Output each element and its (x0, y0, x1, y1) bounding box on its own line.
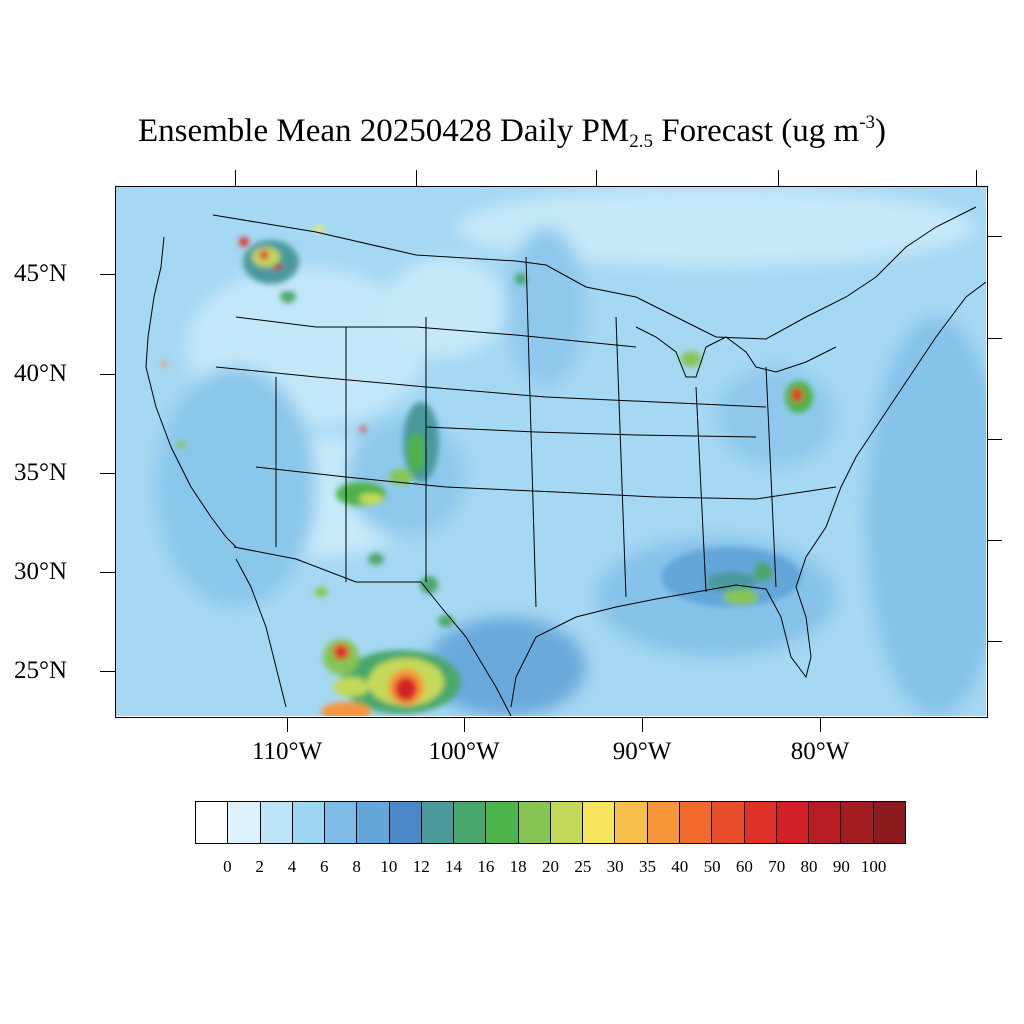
lat-label-30: 30°N (14, 558, 68, 585)
colorbar-label: 2 (255, 857, 264, 876)
tick-bottom-90 (642, 718, 643, 732)
pm25-map (116, 187, 986, 716)
colorbar-swatch (712, 802, 745, 843)
map-panel (115, 186, 988, 718)
colorbar-swatch (744, 802, 777, 843)
title-subscript: 2.5 (629, 131, 653, 152)
tick-left-35 (100, 473, 115, 474)
title-superscript: -3 (859, 112, 876, 133)
colorbar-swatch (357, 802, 390, 843)
colorbar-swatch (260, 802, 293, 843)
colorbar-swatch (454, 802, 487, 843)
baja (235, 558, 287, 708)
tick-right-2 (988, 338, 1002, 339)
state-line-1 (235, 316, 637, 348)
colorbar-swatch (615, 802, 648, 843)
colorbar-swatch (325, 802, 358, 843)
lat-label-35: 35°N (14, 459, 68, 486)
coastlines-and-borders (145, 206, 986, 716)
colorbar-swatch (518, 802, 551, 843)
lon-label-100: 100°W (428, 738, 500, 765)
title-after: Forecast (ug m (653, 113, 860, 149)
lat-label-40: 40°N (14, 360, 68, 387)
colorbar-label: 100 (860, 857, 887, 876)
colorbar-label: 14 (445, 857, 463, 876)
colorbar-swatch (679, 802, 713, 843)
colorbar-label: 8 (352, 857, 361, 876)
lat-label-25: 25°N (14, 657, 68, 684)
colorbar-label: 20 (542, 857, 559, 876)
colorbar-swatch (647, 802, 680, 843)
colorbar-swatch (776, 802, 810, 843)
colorbar-swatch (389, 802, 422, 843)
colorbar-swatch (550, 802, 584, 843)
tick-left-30 (100, 572, 115, 573)
colorbar-label: 60 (735, 857, 753, 876)
state-line-10 (765, 366, 777, 588)
tick-bottom-80 (820, 718, 821, 732)
lat-label-45: 45°N (14, 260, 68, 287)
colorbar-swatch (486, 802, 519, 843)
tick-top-2 (416, 170, 417, 186)
lon-label-80: 80°W (790, 738, 850, 765)
colorbar-label: 40 (671, 857, 689, 876)
tick-top-5 (976, 170, 977, 186)
state-line-9 (695, 386, 707, 593)
title-main: Ensemble Mean 20250428 Daily PM (137, 113, 630, 149)
colorbar (195, 801, 906, 844)
tick-top-3 (596, 170, 597, 186)
tick-right-5 (988, 641, 1002, 642)
colorbar-swatch (809, 802, 842, 843)
tick-left-40 (100, 374, 115, 375)
state-line-8 (615, 316, 627, 598)
colorbar-swatch (228, 802, 261, 843)
colorbar-label: 50 (703, 857, 721, 876)
tick-left-45 (100, 274, 115, 275)
great-lakes (635, 326, 837, 378)
colorbar-label: 10 (380, 857, 398, 876)
state-line-11 (425, 426, 757, 438)
colorbar-label: 12 (412, 857, 430, 876)
colorbar-label: 25 (574, 857, 592, 876)
colorbar-label: 35 (638, 857, 656, 876)
map-title: Ensemble Mean 20250428 Daily PM2.5 Forec… (0, 112, 1024, 153)
west-coast (145, 236, 237, 548)
colorbar-label: 70 (768, 857, 786, 876)
title-close: ) (875, 113, 887, 149)
tick-top-4 (778, 170, 779, 186)
colorbar-swatch (421, 802, 455, 843)
colorbar-label: 18 (509, 857, 527, 876)
tick-top-1 (235, 170, 236, 186)
colorbar-swatch (292, 802, 326, 843)
colorbar-swatch (873, 802, 905, 843)
tick-left-25 (100, 671, 115, 672)
canada-border (212, 206, 977, 340)
lon-label-90: 90°W (612, 738, 672, 765)
tick-right-4 (988, 540, 1002, 541)
colorbar-label: 0 (223, 857, 232, 876)
colorbar-swatch (196, 802, 229, 843)
pollution-hotspots (161, 225, 813, 716)
colorbar-swatch (841, 802, 874, 843)
colorbar-swatch (583, 802, 616, 843)
gulf-coast (510, 281, 986, 708)
tick-bottom-100 (464, 718, 465, 732)
colorbar-label: 30 (606, 857, 624, 876)
tick-right-1 (988, 236, 1002, 237)
colorbar-label: 80 (800, 857, 818, 876)
tick-bottom-110 (287, 718, 288, 732)
colorbar-label: 90 (832, 857, 850, 876)
colorbar-label: 6 (320, 857, 329, 876)
mexico-border (233, 546, 512, 716)
state-line-2 (215, 366, 767, 408)
colorbar-label: 4 (287, 857, 297, 876)
colorbar-label: 16 (477, 857, 495, 876)
lon-label-110: 110°W (251, 738, 323, 765)
tick-right-3 (988, 439, 1002, 440)
